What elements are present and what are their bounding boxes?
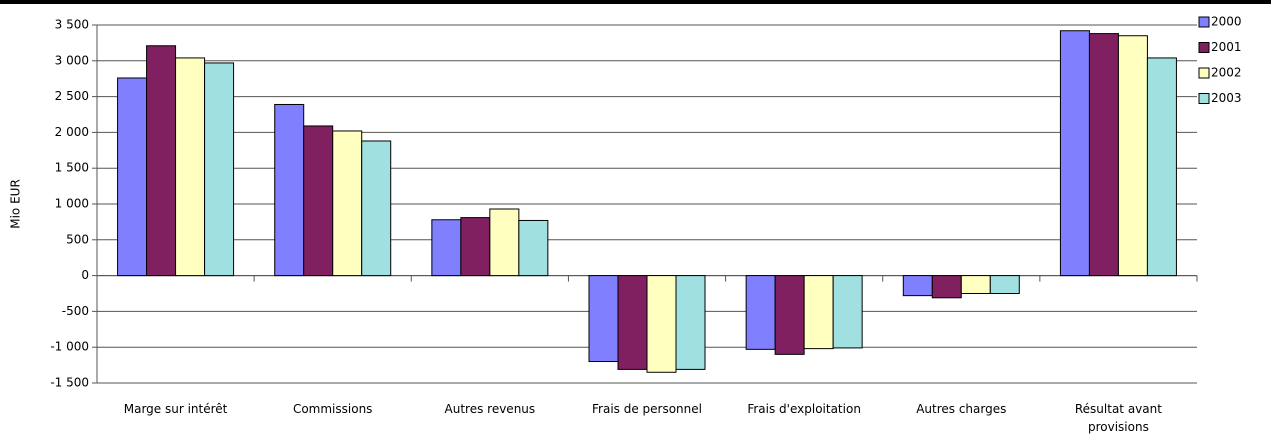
bar [274, 103, 305, 277]
bar [774, 275, 805, 355]
bar [431, 219, 462, 277]
y-tick-label: 2 500 [55, 89, 89, 103]
bar [960, 275, 991, 295]
legend-swatch [1198, 42, 1210, 53]
legend-label: 2001 [1211, 40, 1242, 54]
legend-swatch [1198, 67, 1210, 79]
bar [1146, 57, 1177, 277]
y-tick-label: 1 000 [55, 197, 89, 211]
x-tick-label: Frais d'exploitation [747, 402, 861, 416]
bar [361, 140, 392, 277]
bar [745, 275, 776, 350]
bar [675, 275, 706, 370]
x-tick-label: Autres charges [916, 402, 1007, 416]
bar [204, 62, 235, 277]
legend-swatch [1198, 93, 1210, 104]
top-border [0, 0, 1271, 4]
bar [489, 208, 520, 277]
x-tick-label: Résultat avant provisions [1074, 402, 1162, 434]
bar [617, 275, 648, 370]
bar [1059, 30, 1090, 277]
y-tick-label: 2 000 [55, 125, 89, 139]
y-tick-label: 3 500 [55, 18, 89, 32]
bar [588, 275, 619, 363]
bar [989, 275, 1020, 295]
bar [303, 125, 334, 277]
x-tick-label: Frais de personnel [592, 402, 702, 416]
bar [931, 275, 962, 299]
bar [332, 130, 363, 277]
x-tick-label: Commissions [292, 402, 373, 416]
y-tick-label: 500 [66, 232, 89, 246]
bar [1117, 35, 1148, 277]
y-tick-label: 3 000 [55, 53, 89, 67]
bar [902, 275, 933, 297]
bar [117, 77, 148, 277]
bar [1088, 33, 1119, 277]
x-tick-label: Marge sur intérêt [123, 402, 228, 416]
bar [646, 275, 677, 373]
y-tick-label: -1 000 [50, 340, 89, 354]
bar [146, 45, 177, 277]
legend-swatch [1198, 16, 1210, 28]
legend-label: 2003 [1211, 91, 1242, 105]
bar [460, 217, 491, 277]
y-tick-label: -1 500 [50, 376, 89, 390]
y-tick-label: -500 [62, 304, 89, 318]
y-tick-label: 0 [81, 268, 89, 282]
y-tick-label: 1 500 [55, 161, 89, 175]
bar [518, 219, 549, 277]
legend-label: 2002 [1211, 66, 1242, 80]
bar [832, 275, 863, 349]
legend-label: 2000 [1211, 15, 1242, 29]
x-tick-label: Autres revenus [444, 402, 536, 416]
bar [803, 275, 834, 350]
y-axis-label: Mio EUR [9, 179, 23, 229]
bar [175, 57, 206, 277]
